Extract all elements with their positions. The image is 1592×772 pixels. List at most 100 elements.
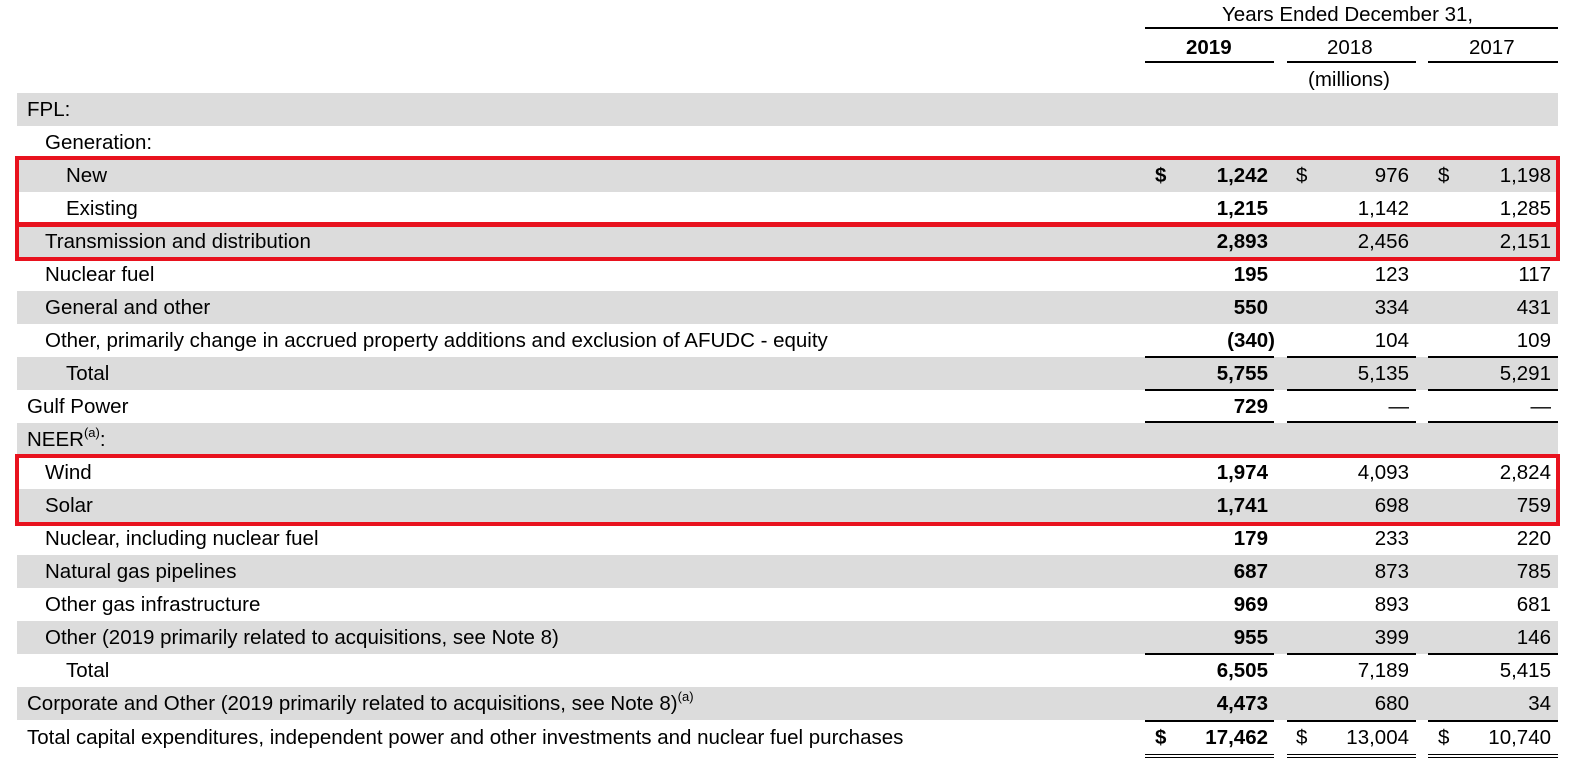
row-label: Wind	[45, 461, 92, 484]
value-2019: 5,755	[1216, 362, 1268, 385]
row-label: Nuclear fuel	[45, 263, 155, 286]
dollar-sign: $	[1438, 164, 1450, 187]
row-label: FPL:	[27, 98, 71, 121]
row-label: Total	[66, 362, 110, 385]
value-2017: —	[1530, 395, 1552, 418]
table-row: Gulf Power 729 — —	[17, 390, 1558, 423]
header-title: Years Ended December 31,	[1222, 3, 1474, 26]
table-row: Nuclear fuel 195 123 117	[17, 258, 1558, 291]
value-2019: 1,741	[1216, 494, 1268, 517]
value-2019: 4,473	[1216, 692, 1268, 715]
table-row: Transmission and distribution 2,893 2,45…	[17, 225, 1558, 258]
value-2017: 117	[1518, 263, 1551, 286]
row-label: NEER(a):	[27, 425, 106, 451]
row-label: Total	[66, 659, 110, 682]
table-row: Wind 1,974 4,093 2,824	[17, 456, 1558, 489]
table-row: Nuclear, including nuclear fuel 179 233 …	[17, 522, 1558, 555]
neer-subtotal-rule-2018	[1287, 653, 1416, 655]
row-label: Other (2019 primarily related to acquisi…	[45, 626, 559, 649]
total-rule-2019	[1145, 389, 1274, 391]
table-row: NEER(a):	[17, 423, 1558, 456]
value-2017: 431	[1516, 296, 1551, 319]
value-2017: 109	[1516, 329, 1551, 352]
footnote-marker: (a)	[83, 425, 100, 440]
value-2018: 13,004	[1346, 726, 1409, 749]
value-2017: 785	[1516, 560, 1551, 583]
table-row: FPL:	[17, 93, 1558, 126]
row-label: Gulf Power	[27, 395, 129, 418]
value-2019: (340)	[1227, 329, 1275, 352]
year-2018-rule	[1287, 61, 1416, 63]
value-2019: 17,462	[1205, 726, 1268, 749]
gulf-rule-2018	[1287, 421, 1416, 423]
table-row: Other, primarily change in accrued prope…	[17, 324, 1558, 357]
value-2017: 2,151	[1499, 230, 1551, 253]
corp-rule-2018	[1287, 720, 1416, 722]
table-row: Existing 1,215 1,142 1,285	[17, 192, 1558, 225]
value-2017: 10,740	[1488, 726, 1551, 749]
table-row: Other gas infrastructure 969 893 681	[17, 588, 1558, 621]
table-row: Total 6,505 7,189 5,415	[17, 654, 1558, 687]
value-2017: 146	[1516, 626, 1551, 649]
table-row: Total capital expenditures, independent …	[17, 721, 1558, 754]
row-label: Solar	[45, 494, 93, 517]
value-2019: 687	[1233, 560, 1268, 583]
table-row: Corporate and Other (2019 primarily rela…	[17, 687, 1558, 720]
value-2019: 969	[1233, 593, 1268, 616]
value-2019: 955	[1233, 626, 1268, 649]
footnote-marker: (a)	[677, 689, 694, 704]
value-2018: 123	[1374, 263, 1409, 286]
value-2017: 1,198	[1499, 164, 1551, 187]
table-row: New $ 1,242 $ 976 $ 1,198	[17, 159, 1558, 192]
value-2019: 2,893	[1216, 230, 1268, 253]
value-2017: 1,285	[1499, 197, 1551, 220]
grand-total-rule-2019	[1145, 754, 1274, 758]
table-row: Total 5,755 5,135 5,291	[17, 357, 1558, 390]
value-2018: 1,142	[1357, 197, 1409, 220]
value-2019: 6,505	[1216, 659, 1268, 682]
total-rule-2018	[1287, 389, 1416, 391]
table-row: Other (2019 primarily related to acquisi…	[17, 621, 1558, 654]
value-2018: —	[1388, 395, 1410, 418]
value-2018: 233	[1374, 527, 1409, 550]
value-2018: 334	[1374, 296, 1409, 319]
row-label: Existing	[66, 197, 138, 220]
corp-rule-2017	[1428, 720, 1558, 722]
year-2017-rule	[1428, 61, 1558, 63]
units-label: (millions)	[1308, 68, 1390, 91]
grand-total-rule-2018	[1287, 754, 1416, 758]
row-label: Generation:	[45, 131, 153, 154]
value-2018: 698	[1374, 494, 1409, 517]
value-2017: 5,415	[1499, 659, 1551, 682]
value-2018: 893	[1374, 593, 1409, 616]
total-rule-2017	[1428, 389, 1558, 391]
year-2019-rule	[1145, 61, 1274, 63]
value-2019: 179	[1233, 527, 1268, 550]
subtotal-rule-2019	[1145, 356, 1274, 358]
value-2018: 680	[1374, 692, 1409, 715]
gulf-rule-2019	[1145, 421, 1274, 423]
subtotal-rule-2017	[1428, 356, 1558, 358]
row-label: New	[66, 164, 108, 187]
value-2019: 550	[1233, 296, 1268, 319]
dollar-sign: $	[1155, 726, 1167, 749]
year-2019-header: 2019	[1186, 36, 1232, 59]
value-2018: 4,093	[1357, 461, 1409, 484]
value-2019: 1,974	[1216, 461, 1268, 484]
row-label: Total capital expenditures, independent …	[27, 726, 904, 749]
row-label: General and other	[45, 296, 211, 319]
value-2018: 104	[1374, 329, 1409, 352]
value-2017: 681	[1516, 593, 1551, 616]
value-2019: 1,215	[1216, 197, 1268, 220]
table-row: Solar 1,741 698 759	[17, 489, 1558, 522]
value-2018: 873	[1374, 560, 1409, 583]
value-2017: 2,824	[1499, 461, 1551, 484]
value-2017: 759	[1516, 494, 1551, 517]
dollar-sign: $	[1296, 164, 1308, 187]
header-title-rule	[1145, 27, 1558, 29]
corp-rule-2019	[1145, 720, 1274, 722]
value-2018: 2,456	[1357, 230, 1409, 253]
dollar-sign: $	[1296, 726, 1308, 749]
value-2019: 195	[1233, 263, 1268, 286]
gulf-rule-2017	[1428, 421, 1558, 423]
